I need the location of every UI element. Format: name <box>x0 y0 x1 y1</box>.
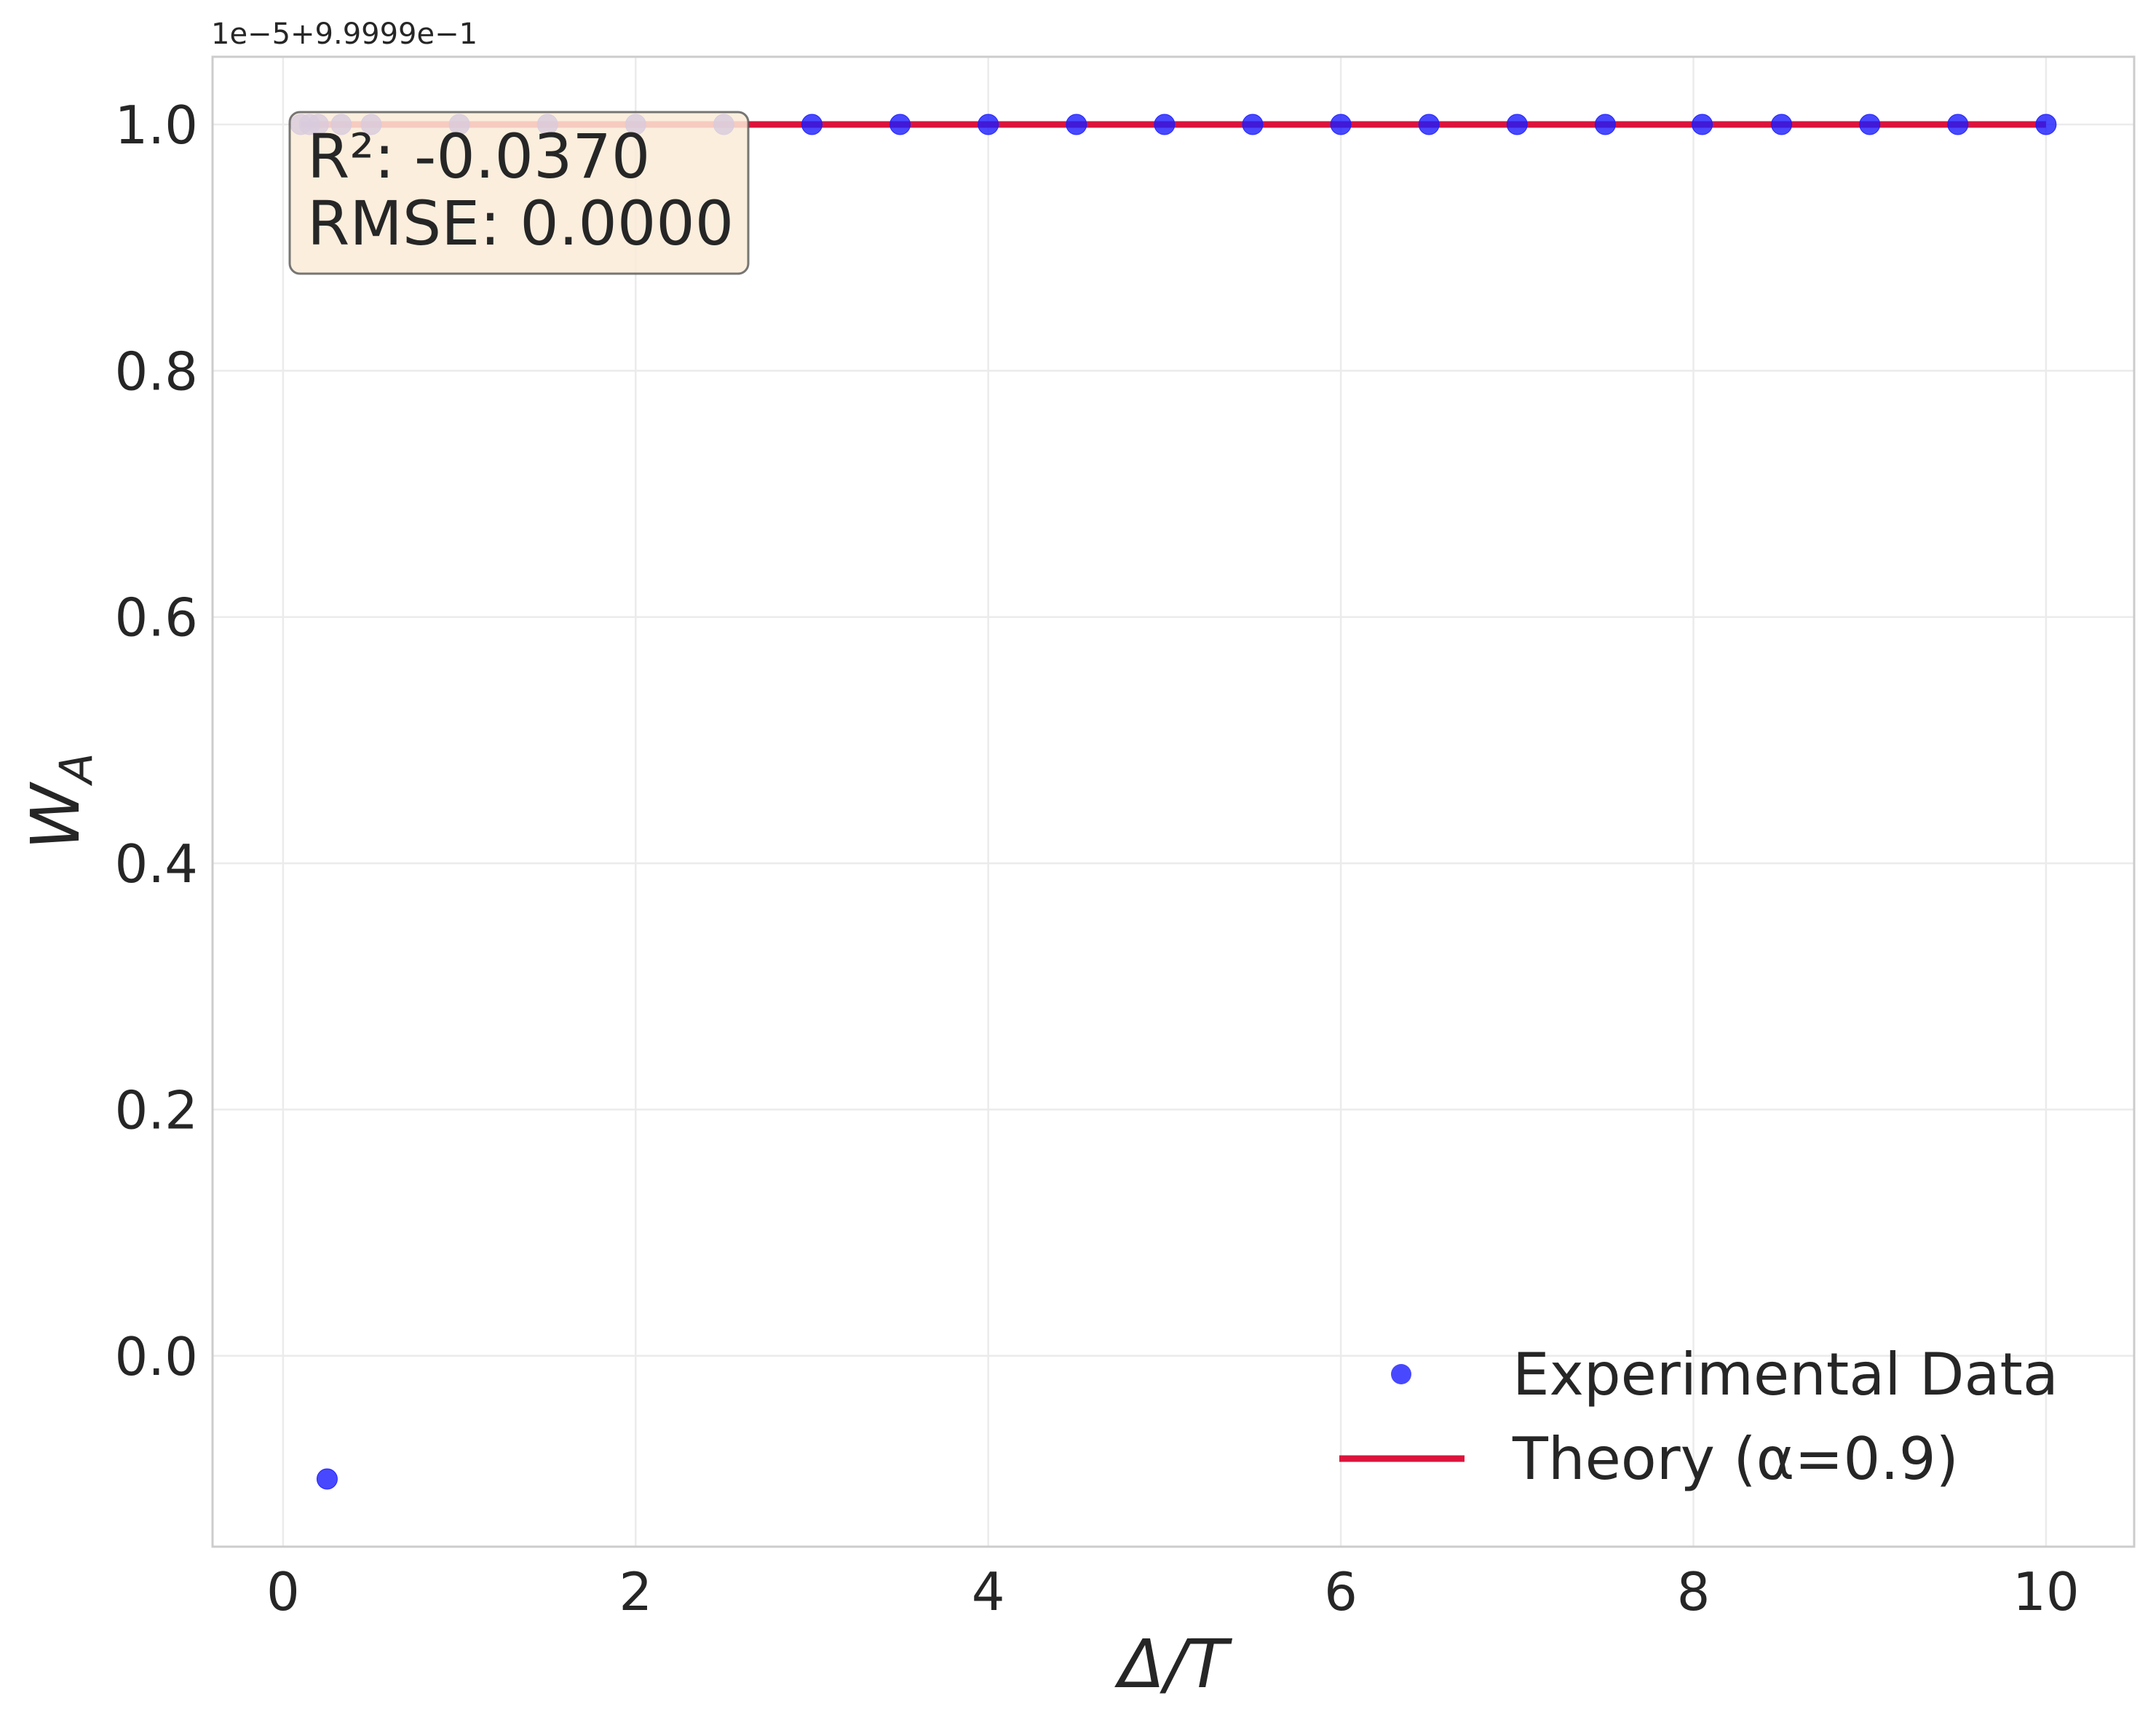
data-point <box>1859 114 1881 135</box>
annotation-r2: R²: -0.0370 <box>307 121 650 192</box>
y-axis-title: WA <box>17 753 103 849</box>
y-tick-label: 1.0 <box>114 95 198 156</box>
y-axis-title-sub: A <box>49 753 103 786</box>
legend-label-theory: Theory (α=0.9) <box>1512 1425 1959 1493</box>
data-point <box>889 114 911 135</box>
y-tick-label: 0.8 <box>114 341 198 402</box>
data-point <box>1418 114 1440 135</box>
data-point <box>978 114 999 135</box>
data-point <box>1594 114 1616 135</box>
x-tick-label: 2 <box>619 1561 652 1622</box>
y-tick-label: 0.4 <box>114 833 198 895</box>
legend-marker-experimental <box>1391 1364 1411 1384</box>
legend: Experimental Data Theory (α=0.9) <box>1339 1341 2058 1493</box>
data-point <box>1154 114 1176 135</box>
x-tick-labels: 0 2 4 6 8 10 <box>266 1561 2080 1622</box>
y-offset-text: 1e−5+9.9999e−1 <box>211 17 477 51</box>
annotation-rmse: RMSE: 0.0000 <box>307 188 734 259</box>
x-tick-label: 6 <box>1324 1561 1358 1622</box>
data-point <box>1692 114 1713 135</box>
data-point <box>1242 114 1264 135</box>
legend-label-experimental: Experimental Data <box>1513 1341 2058 1408</box>
x-axis-title: Δ/T <box>1114 1625 1233 1703</box>
y-tick-label: 0.6 <box>114 587 198 649</box>
data-point <box>1947 114 1969 135</box>
x-tick-label: 10 <box>2013 1561 2080 1622</box>
data-point <box>2035 114 2057 135</box>
x-tick-label: 0 <box>266 1561 300 1622</box>
grid <box>213 57 2134 1547</box>
y-tick-label: 0.0 <box>114 1326 198 1387</box>
x-tick-label: 4 <box>972 1561 1005 1622</box>
data-point <box>801 114 823 135</box>
data-point <box>1506 114 1528 135</box>
plot-area-frame <box>211 55 2136 1548</box>
y-tick-labels: 0.0 0.2 0.4 0.6 0.8 1.0 <box>114 95 198 1387</box>
y-tick-label: 0.2 <box>114 1079 198 1141</box>
y-axis-title-main: W <box>17 782 95 850</box>
data-point <box>1330 114 1352 135</box>
data-point <box>1771 114 1793 135</box>
x-tick-label: 8 <box>1677 1561 1711 1622</box>
data-point <box>316 1468 338 1490</box>
data-point <box>1066 114 1087 135</box>
annotation-box: R²: -0.0370 RMSE: 0.0000 <box>288 111 750 275</box>
